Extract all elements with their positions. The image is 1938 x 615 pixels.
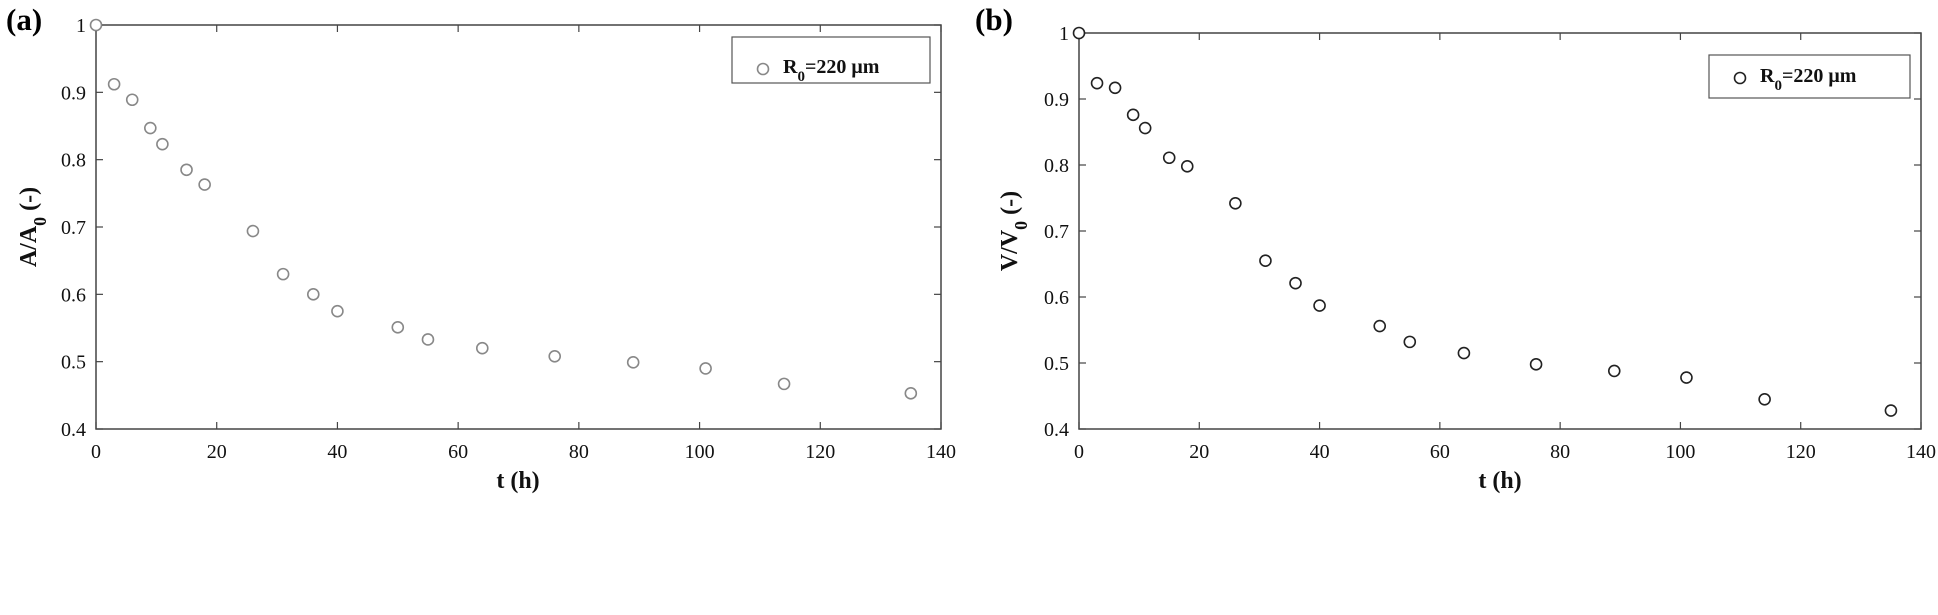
data-point xyxy=(331,304,344,318)
data-point xyxy=(107,77,121,91)
data-point xyxy=(777,377,791,391)
data-point xyxy=(1090,76,1104,90)
data-point xyxy=(421,333,435,346)
x-tick-label: 20 xyxy=(207,441,227,463)
data-point xyxy=(1313,299,1326,312)
data-point xyxy=(1529,358,1543,371)
data-point xyxy=(144,121,157,135)
legend-marker-a xyxy=(756,62,770,76)
data-point xyxy=(1758,392,1771,406)
data-point xyxy=(699,362,712,375)
x-tick-label: 60 xyxy=(1430,441,1450,463)
y-tick-label: 0.7 xyxy=(61,217,86,239)
panel-label-b: (b) xyxy=(975,2,1013,37)
x-tick-label: 40 xyxy=(327,441,347,463)
data-point xyxy=(1126,108,1140,122)
y-ticks-b: 0.4 0.5 0.6 0.7 0.8 0.9 1 xyxy=(1044,23,1921,441)
legend-b: R0=220 μm xyxy=(1708,54,1911,99)
x-tick-label: 20 xyxy=(1189,441,1209,463)
data-point xyxy=(391,321,405,334)
x-tick-label: 140 xyxy=(1906,441,1936,463)
chart-panel-b: (b) 0.4 0.5 0.6 0.7 0.8 0.9 1 0 20 40 60 80 100 120 1… xyxy=(975,2,1936,494)
data-point xyxy=(125,93,139,107)
x-tick-label: 120 xyxy=(1786,441,1816,463)
data-point xyxy=(246,224,260,238)
x-tick-label: 140 xyxy=(926,441,956,463)
y-tick-label: 0.8 xyxy=(1044,155,1069,177)
data-point xyxy=(198,178,211,191)
y-tick-label: 0.9 xyxy=(1044,89,1069,111)
data-points-b xyxy=(1072,26,1898,417)
y-tick-label: 0.9 xyxy=(61,82,86,104)
data-point xyxy=(1072,26,1086,40)
y-axis-label-b: V/V0 (-) xyxy=(997,191,1031,271)
y-tick-label: 0.8 xyxy=(61,150,86,172)
data-point xyxy=(475,341,489,355)
y-tick-label: 0.7 xyxy=(1044,221,1069,243)
data-point xyxy=(1229,196,1242,210)
x-tick-label: 60 xyxy=(448,441,468,463)
data-point xyxy=(1289,276,1302,290)
data-point xyxy=(1680,371,1693,384)
data-point xyxy=(1607,364,1621,378)
data-point xyxy=(1108,81,1122,95)
x-tick-label: 0 xyxy=(1074,441,1084,463)
data-point xyxy=(156,137,169,151)
y-tick-label: 0.5 xyxy=(1044,353,1069,375)
x-tick-label: 100 xyxy=(1665,441,1695,463)
data-point xyxy=(276,267,290,281)
data-point xyxy=(89,18,103,32)
data-point xyxy=(1138,121,1152,135)
x-tick-label: 80 xyxy=(1550,441,1570,463)
y-tick-label: 1 xyxy=(1059,23,1069,45)
legend-label-a: R0=220 μm xyxy=(783,56,880,85)
x-ticks-a: 0 20 40 60 80 100 120 140 xyxy=(91,25,956,463)
legend-box-a xyxy=(731,36,931,84)
data-point xyxy=(548,349,562,363)
data-point xyxy=(306,288,320,301)
legend-label-b: R0=220 μm xyxy=(1760,65,1857,94)
x-tick-label: 40 xyxy=(1310,441,1330,463)
data-point xyxy=(904,387,918,400)
y-axis-label-a: A/A0 (-) xyxy=(16,187,50,267)
data-points-a xyxy=(89,18,918,400)
data-point xyxy=(1373,319,1387,333)
x-ticks-b: 0 20 40 60 80 100 120 140 xyxy=(1074,33,1936,463)
x-tick-label: 0 xyxy=(91,441,101,463)
data-point xyxy=(1162,151,1176,165)
y-tick-label: 1 xyxy=(76,15,86,37)
y-tick-label: 0.6 xyxy=(61,284,86,306)
data-point xyxy=(1259,254,1272,268)
data-point xyxy=(1403,335,1417,349)
plot-area-a xyxy=(95,24,942,430)
y-tick-label: 0.4 xyxy=(1044,419,1069,441)
x-tick-label: 120 xyxy=(805,441,835,463)
legend-marker-b xyxy=(1733,71,1747,85)
panel-label-a: (a) xyxy=(6,2,42,37)
y-tick-label: 0.6 xyxy=(1044,287,1069,309)
plot-area-b xyxy=(1078,32,1922,430)
chart-panel-a: (a) 0.4 0.5 0.6 0.7 0.8 0.9 1 0 20 40 60 80 100 120 1… xyxy=(6,2,956,494)
y-tick-label: 0.5 xyxy=(61,352,86,374)
x-axis-label-a: t (h) xyxy=(496,468,539,494)
x-axis-label-b: t (h) xyxy=(1478,468,1521,494)
x-tick-label: 100 xyxy=(685,441,715,463)
y-tick-label: 0.4 xyxy=(61,419,86,441)
data-point xyxy=(180,163,193,177)
data-point xyxy=(1457,346,1471,360)
data-point xyxy=(1884,404,1898,417)
data-point xyxy=(626,356,640,369)
data-point xyxy=(1180,160,1194,173)
legend-a: R0=220 μm xyxy=(731,36,931,85)
x-tick-label: 80 xyxy=(569,441,589,463)
